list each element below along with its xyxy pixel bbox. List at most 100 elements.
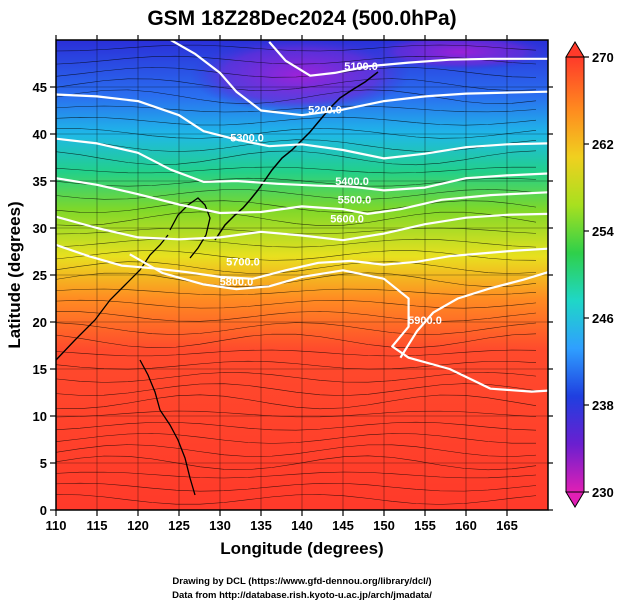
grid-lines [56, 40, 548, 510]
colorbar-ticks: 230 238 246 254 262 270 [584, 50, 614, 500]
x-tick-label: 140 [291, 518, 313, 533]
contour-label-5100.0: 5100.0 [344, 61, 378, 73]
x-tick-label: 155 [414, 518, 436, 533]
y-tick-label: 5 [40, 456, 47, 471]
contour-label-5800.0: 5800.0 [220, 276, 254, 288]
contour-line-5500.0 [56, 177, 548, 215]
y-tick-label: 45 [33, 80, 47, 95]
china-coastline [56, 234, 169, 361]
streamline [56, 455, 537, 471]
streamline [56, 482, 537, 492]
streamline [56, 471, 537, 479]
streamline [56, 394, 537, 410]
streamline [56, 44, 537, 52]
contour-label-5300.0: 5300.0 [230, 133, 264, 145]
streamline [56, 200, 537, 213]
streamline [56, 211, 537, 227]
streamline [56, 116, 537, 126]
y-tick-label: 0 [40, 503, 47, 518]
contour-label-5400.0: 5400.0 [335, 176, 369, 188]
philippines-coastline [139, 359, 196, 496]
x-tick-label: 115 [87, 518, 108, 533]
y-tick-label: 10 [33, 409, 47, 424]
streamline [56, 150, 537, 166]
y-axis-label: Latitude (degrees) [5, 201, 24, 348]
contour-labels: 5100.0 5200.0 5300.0 5400.0 5500.0 5600.0 5700… [220, 61, 442, 327]
y-tick-label: 35 [33, 174, 47, 189]
wind-streamlines [56, 44, 537, 505]
streamline [56, 494, 537, 505]
contour-line-5200.0 [170, 40, 548, 117]
x-tick-label: 150 [373, 518, 395, 533]
contour-label-5600.0: 5600.0 [330, 213, 364, 225]
contour-line-5100.0 [268, 41, 548, 77]
x-tick-label: 120 [127, 518, 149, 533]
height-contours [56, 40, 548, 393]
colorbar: 230 238 246 254 262 270 [565, 41, 614, 508]
y-tick-label: 40 [33, 127, 47, 142]
plot-area: 5100.0 5200.0 5300.0 5400.0 5500.0 5600.0 5700… [56, 40, 548, 510]
streamline [56, 433, 536, 444]
credit-dcl: Drawing by DCL (https://www.gfd-dennou.o… [172, 576, 431, 587]
streamline [56, 311, 537, 322]
x-axis-label: Longitude (degrees) [220, 539, 383, 558]
streamline [56, 189, 537, 200]
colorbar-tick-label: 238 [592, 398, 614, 413]
x-tick-label: 145 [332, 518, 354, 533]
contour-label-5900.0: 5900.0 [408, 315, 442, 327]
y-tick-label: 30 [33, 221, 47, 236]
x-tick-label: 125 [168, 518, 190, 533]
colorbar-tick-label: 262 [592, 137, 614, 152]
contour-line-5400.0 [56, 137, 548, 192]
colorbar-top-arrow [565, 41, 585, 58]
streamline [56, 67, 537, 78]
colorbar-gradient [565, 56, 585, 493]
x-tick-label: 135 [250, 518, 272, 533]
x-tick-label: 110 [46, 518, 67, 533]
colorbar-tick-label: 246 [592, 311, 614, 326]
y-axis: 0 5 10 15 20 25 30 35 40 45 [33, 80, 553, 518]
y-tick-label: 20 [33, 315, 47, 330]
streamline [56, 444, 537, 457]
streamline [56, 55, 537, 65]
x-tick-label: 165 [496, 518, 518, 533]
contour-line-5300.0 [56, 93, 548, 160]
x-tick-label: 160 [455, 518, 477, 533]
streamline [56, 288, 537, 296]
colorbar-tick-label: 270 [592, 50, 614, 65]
streamline [56, 322, 537, 335]
x-tick-label: 130 [209, 518, 231, 533]
japan-coastline [214, 71, 379, 241]
streamline [56, 410, 537, 418]
streamline [56, 78, 537, 91]
streamline [56, 238, 537, 248]
colorbar-bottom-arrow [565, 491, 585, 508]
chart-title: GSM 18Z28Dec2024 (500.0hPa) [147, 7, 456, 30]
streamline [56, 299, 537, 309]
y-tick-label: 25 [33, 268, 47, 283]
contour-line-5900.0 [399, 271, 548, 359]
contour-line-5700.0 [56, 243, 548, 280]
streamline [56, 349, 537, 357]
colorbar-tick-label: 230 [592, 485, 614, 500]
contour-label-5700.0: 5700.0 [226, 257, 260, 269]
streamline [56, 89, 537, 105]
streamline [56, 372, 537, 383]
streamline [56, 250, 537, 261]
contour-label-5500.0: 5500.0 [338, 195, 372, 207]
streamline [56, 166, 537, 174]
streamline [56, 105, 537, 113]
streamline [56, 333, 537, 348]
x-axis: 110 115 120 125 130 135 140 145 150 155 160 165 [46, 35, 518, 533]
streamline [56, 128, 537, 139]
streamline [56, 421, 537, 431]
credit-data: Data from http://database.rish.kyoto-u.a… [172, 590, 432, 601]
contour-label-5200.0: 5200.0 [308, 104, 342, 116]
contour-line-5600.0 [56, 212, 548, 242]
streamline [56, 261, 537, 274]
korea-coastline [169, 197, 211, 259]
streamline [56, 383, 537, 396]
contour-line-5800.0 [129, 253, 548, 393]
y-tick-label: 15 [33, 362, 47, 377]
